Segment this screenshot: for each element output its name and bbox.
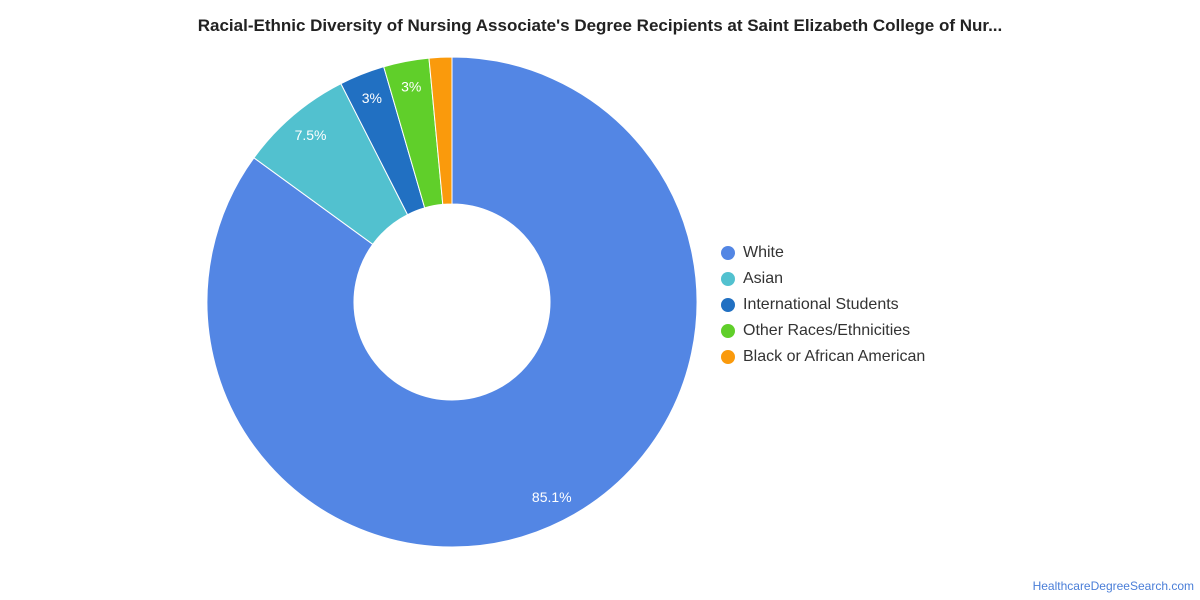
slice-black-or-african-american xyxy=(428,56,453,205)
legend-item-international-students[interactable]: International Students xyxy=(721,292,925,318)
legend-swatch-icon xyxy=(721,246,735,260)
data-label-international-students: 3% xyxy=(362,90,382,106)
source-link[interactable]: HealthcareDegreeSearch.com xyxy=(1032,579,1194,593)
slice-white xyxy=(206,56,698,548)
legend-swatch-icon xyxy=(721,324,735,338)
legend-item-white[interactable]: White xyxy=(721,240,925,266)
legend-item-other-races-ethnicities[interactable]: Other Races/Ethnicities xyxy=(721,318,925,344)
legend-item-asian[interactable]: Asian xyxy=(721,266,925,292)
chart-title: Racial-Ethnic Diversity of Nursing Assoc… xyxy=(197,16,1003,35)
legend-label: Other Races/Ethnicities xyxy=(743,322,911,339)
data-label-white: 85.1% xyxy=(532,489,572,505)
legend-label: White xyxy=(743,244,784,261)
legend-item-black-or-african-american[interactable]: Black or African American xyxy=(721,344,925,370)
legend-swatch-icon xyxy=(721,272,735,286)
legend-swatch-icon xyxy=(721,298,735,312)
data-label-other-races-ethnicities: 3% xyxy=(401,79,421,95)
legend-label: Asian xyxy=(743,270,784,287)
chart-legend: White Asian International Students Other Ra… xyxy=(721,240,925,370)
legend-swatch-icon xyxy=(721,350,735,364)
chart-slices xyxy=(206,56,698,548)
chart-data-labels: 85.1% 7.5% 3% 3% xyxy=(295,79,572,505)
legend-label: Black or African American xyxy=(743,348,926,365)
legend-label: International Students xyxy=(743,296,899,313)
data-label-asian: 7.5% xyxy=(295,127,327,143)
